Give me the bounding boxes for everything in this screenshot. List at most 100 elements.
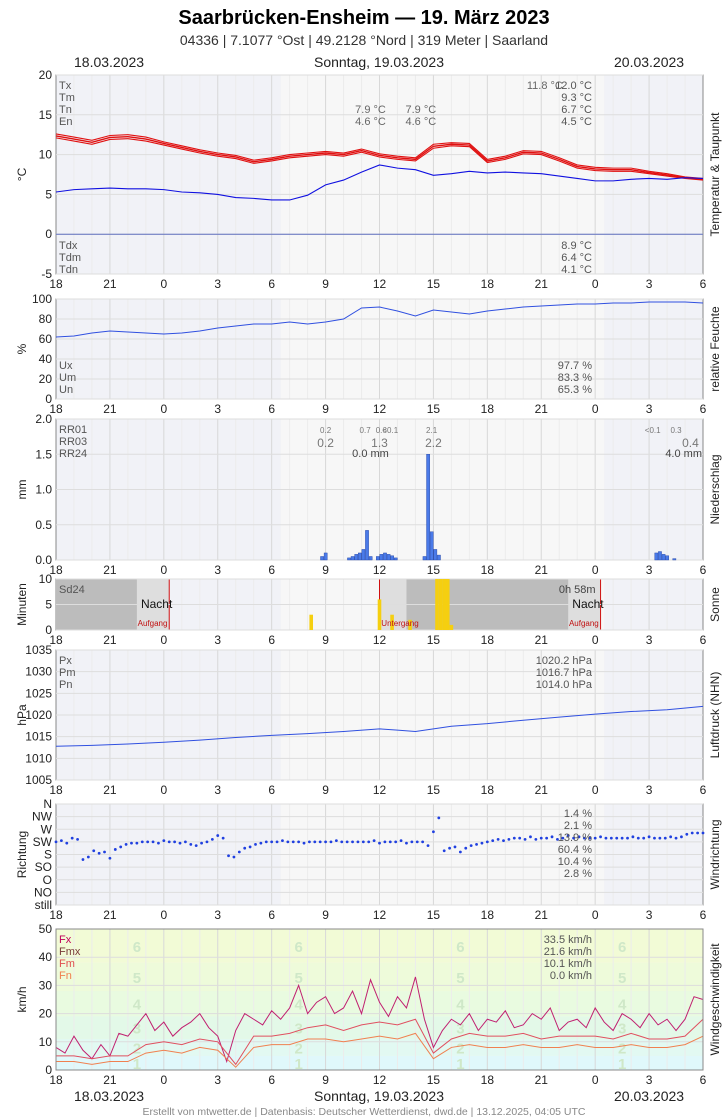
sun-bar bbox=[438, 579, 443, 630]
wind-dir-point bbox=[545, 836, 549, 840]
rain-bar bbox=[665, 555, 669, 561]
wind-dir-point bbox=[674, 836, 678, 840]
wind-dir-point bbox=[491, 839, 495, 843]
press-panel: 18 21 0 3 6 9 12 15 18 21 0 3 6 Luftdruck (NHN) hPa 100… bbox=[15, 643, 722, 797]
wind-dir-point bbox=[426, 844, 430, 848]
wind-dir-point bbox=[529, 835, 532, 839]
x-tick-label: 18 bbox=[49, 277, 63, 291]
rr24-left: 0.0 mm bbox=[352, 448, 389, 460]
x-tick-label: 6 bbox=[700, 277, 707, 291]
x-tick-label: 0 bbox=[592, 1073, 599, 1087]
stat-Tdx: 8.9 °C bbox=[561, 240, 592, 252]
wind-dir-point bbox=[210, 837, 214, 841]
x-tick-label: 15 bbox=[427, 633, 441, 647]
sunset-label: Untergang bbox=[381, 619, 418, 628]
y-tick-label: 80 bbox=[39, 312, 53, 326]
wind-dir-point bbox=[394, 840, 398, 844]
x-tick-label: 21 bbox=[103, 908, 117, 922]
wind-dir-point bbox=[550, 835, 554, 839]
direction-label: S bbox=[44, 848, 52, 862]
stat-Fx: 33.5 km/h bbox=[544, 934, 592, 946]
x-tick-label: 21 bbox=[535, 633, 549, 647]
x-tick-label: 18 bbox=[49, 908, 63, 922]
wind-dir-point bbox=[119, 845, 123, 849]
x-tick-label: 6 bbox=[268, 908, 275, 922]
direction-label: SW bbox=[33, 835, 53, 849]
wind-dir-point bbox=[281, 839, 284, 843]
beaufort-label: 5 bbox=[456, 970, 464, 987]
x-tick-label: 18 bbox=[481, 908, 495, 922]
wind-dir-point bbox=[523, 837, 527, 841]
beaufort-label: 3 bbox=[294, 1021, 302, 1038]
rr01-label: 0.7 bbox=[360, 426, 372, 435]
x-tick-label: 21 bbox=[103, 277, 117, 291]
x-tick-label: 6 bbox=[268, 783, 275, 797]
rain-bar bbox=[390, 555, 394, 561]
x-tick-label: 21 bbox=[103, 783, 117, 797]
wind-dir-point bbox=[254, 843, 257, 846]
beaufort-label: 2 bbox=[618, 1040, 626, 1057]
x-tick-label: 6 bbox=[700, 402, 707, 416]
wind-dir-point bbox=[318, 840, 322, 844]
x-tick-label: 0 bbox=[592, 402, 599, 416]
sun-side-label: Sonne bbox=[708, 587, 722, 622]
legend-Tx: Tx bbox=[59, 80, 72, 92]
press-side-label: Luftdruck (NHN) bbox=[708, 672, 722, 759]
sunrise-label: Aufgang bbox=[569, 619, 599, 628]
wind-dir-point bbox=[615, 836, 619, 840]
wind-dir-point bbox=[157, 841, 160, 845]
rr01-label: 0.6 bbox=[376, 426, 388, 435]
rr03-label: 1.3 bbox=[371, 436, 388, 450]
rain-bar bbox=[347, 557, 351, 561]
rain-bar bbox=[323, 552, 328, 561]
wind-dir-point bbox=[572, 836, 575, 840]
x-tick-label: 6 bbox=[268, 633, 275, 647]
wind-dir-point bbox=[329, 840, 333, 844]
wind-dir-point bbox=[194, 844, 198, 848]
beaufort-label: 1 bbox=[456, 1056, 464, 1073]
wind-dir-point bbox=[130, 841, 133, 845]
wind-dir-point bbox=[658, 836, 662, 840]
x-tick-label: 12 bbox=[373, 1073, 387, 1087]
wind-dir-point bbox=[54, 840, 58, 844]
wind-dir-point bbox=[151, 840, 155, 844]
y-tick-label: 0.5 bbox=[35, 518, 52, 532]
wind-dir-point bbox=[378, 841, 381, 845]
x-tick-label: 21 bbox=[535, 908, 549, 922]
x-tick-label: 18 bbox=[49, 783, 63, 797]
wind-dir-point bbox=[437, 816, 441, 820]
wind-dir-point bbox=[81, 858, 85, 861]
y-tick-label: 0 bbox=[45, 623, 52, 637]
wind-dir-point bbox=[415, 840, 419, 844]
direction-label: NW bbox=[32, 810, 53, 824]
footer-credits: Erstellt von mtwetter.de | Datenbasis: D… bbox=[142, 1106, 586, 1118]
rr03-label: 0.4 bbox=[682, 436, 699, 450]
wind-dir-point bbox=[647, 835, 651, 839]
wind-dir-point bbox=[588, 836, 592, 840]
rr03-label: 2.2 bbox=[425, 436, 442, 450]
wind-dir-point bbox=[534, 837, 538, 841]
x-tick-label: 15 bbox=[427, 402, 441, 416]
beaufort-label: 6 bbox=[133, 939, 141, 956]
stat-Fn: 0.0 km/h bbox=[550, 970, 592, 982]
y-tick-label: 100 bbox=[32, 292, 52, 306]
series-line-Td bbox=[55, 164, 704, 201]
wind-dir-point bbox=[453, 845, 457, 849]
beaufort-label: 2 bbox=[456, 1040, 464, 1057]
rain-y-label: mm bbox=[15, 480, 29, 500]
y-tick-label: 20 bbox=[39, 1007, 53, 1021]
temp-y-label: °C bbox=[15, 167, 29, 181]
wind-dir-point bbox=[92, 849, 96, 853]
series-line-Tmid bbox=[55, 135, 704, 180]
x-tick-label: 6 bbox=[268, 563, 275, 577]
y-tick-label: 1015 bbox=[25, 730, 52, 744]
wind-dir-point bbox=[663, 836, 667, 840]
wind-dir-point bbox=[566, 834, 570, 837]
sun-bar bbox=[435, 579, 439, 630]
rain-bar bbox=[661, 554, 666, 561]
x-tick-label: 6 bbox=[700, 908, 707, 922]
stat-Un: 65.3 % bbox=[558, 384, 592, 396]
wind-dir-point bbox=[432, 830, 435, 834]
rain-bar bbox=[654, 552, 659, 561]
